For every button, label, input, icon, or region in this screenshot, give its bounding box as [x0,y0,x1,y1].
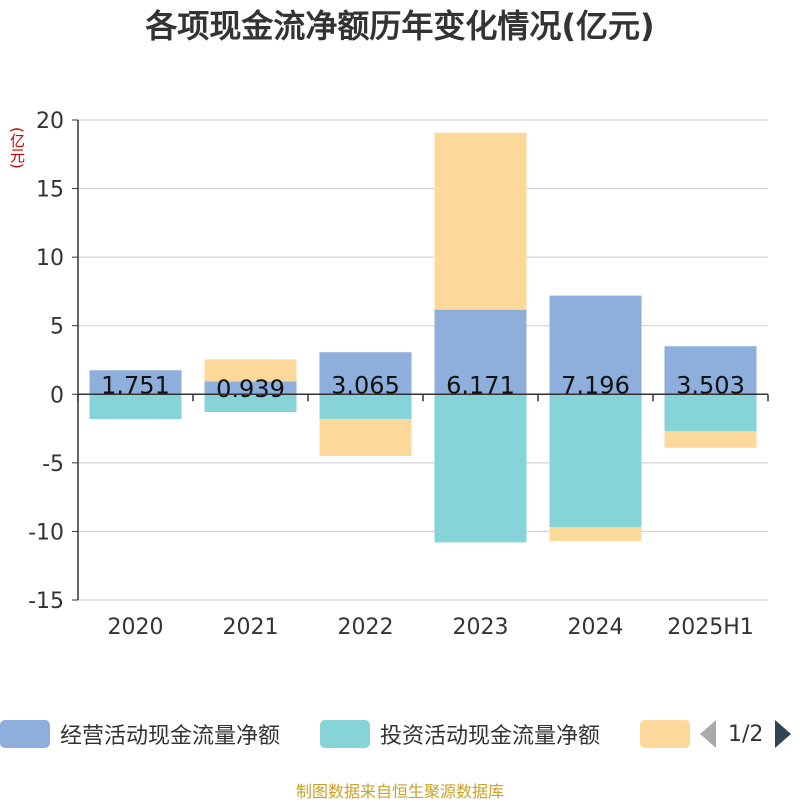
next-page-icon[interactable] [775,720,792,748]
legend-swatch-financing [640,720,690,748]
bar-series3 [549,527,642,542]
x-tick-label: 2025H1 [667,615,754,640]
legend-item-investing[interactable]: 投资活动现金流量净额 [320,712,600,756]
prev-page-icon[interactable] [700,720,716,748]
y-tick-label: -15 [28,589,64,614]
legend-label-operating: 经营活动现金流量净额 [60,724,281,749]
bar-series3 [319,418,412,456]
data-label: 3.503 [676,371,745,399]
bar-series2 [204,394,297,413]
page-indicator: 1/2 [728,721,764,747]
x-tick-label: 2022 [338,615,394,640]
y-tick-label: 0 [50,383,64,408]
bar-series3 [434,132,527,310]
data-source-note: 制图数据来自恒生聚源数据库 [295,782,504,801]
legend-swatch-operating [0,720,50,748]
bar-series2 [549,394,642,528]
bar-series3 [664,431,757,448]
y-axis-unit: (亿元) [8,127,26,169]
legend-pager: 1/2 [700,712,792,756]
y-tick-label: 5 [50,315,64,340]
legend-swatch-investing [320,720,370,748]
x-tick-label: 2023 [453,615,509,640]
bar-series1 [549,295,642,395]
data-label: 3.065 [331,371,400,399]
data-label: 6.171 [446,371,515,399]
y-tick-label: -10 [28,520,64,545]
bar-series1 [319,352,412,395]
bar-series1 [89,370,182,395]
bar-series1 [664,346,757,395]
x-tick-label: 2021 [223,615,279,640]
legend-label-investing: 投资活动现金流量净额 [380,724,601,749]
bar-series2 [89,394,182,419]
y-tick-label: 15 [36,178,64,203]
x-tick-label: 2020 [108,615,164,640]
y-tick-label: 20 [36,109,64,134]
bar-chart: 20 15 10 5 0 -5 -10 -15 1.751 0.939 3.065 6.171 7.19… [28,109,769,640]
bar-series2 [434,394,527,543]
bar-series3 [204,359,297,382]
data-label: 1.751 [101,371,170,399]
legend-item-financing[interactable] [640,712,700,756]
data-label: 0.939 [216,375,285,403]
legend: 经营活动现金流量净额 投资活动现金流量净额 1/2 [0,712,800,756]
data-label: 7.196 [561,371,630,399]
legend-item-operating[interactable]: 经营活动现金流量净额 [0,712,280,756]
bar-series1 [434,309,527,395]
bar-series2 [664,394,757,432]
bar-series2 [319,394,412,419]
x-tick-label: 2024 [568,615,624,640]
y-tick-label: -5 [42,452,64,477]
bar-series1 [204,381,297,395]
chart-title: 各项现金流净额历年变化情况(亿元) [145,7,655,45]
y-tick-label: 10 [36,246,64,271]
